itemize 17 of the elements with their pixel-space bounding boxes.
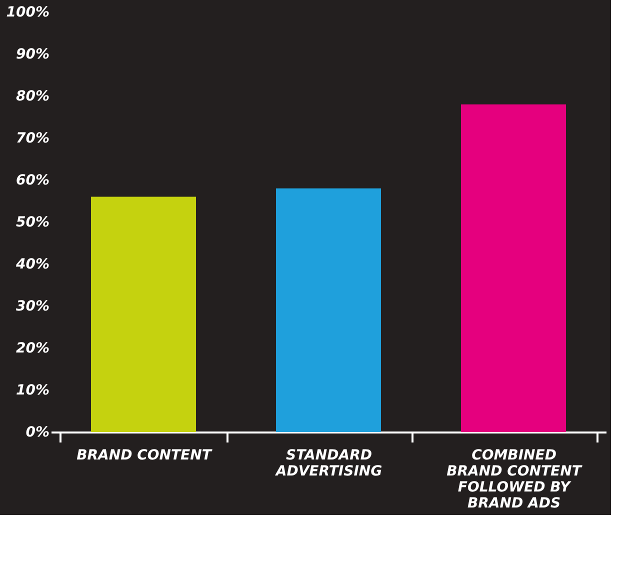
y-tick-label: 70% <box>16 130 50 146</box>
y-tick-label: 0% <box>26 424 50 440</box>
x-tick-label: STANDARD ADVERTISING <box>274 448 382 480</box>
y-tick-label: 20% <box>16 340 50 356</box>
y-tick-label: 100% <box>6 4 50 20</box>
x-tick-label: BRAND CONTENT <box>76 448 213 464</box>
x-tick-label: COMBINED BRAND CONTENT FOLLOWED BY BRAND ADS <box>446 448 583 512</box>
bar <box>276 188 381 432</box>
y-tick-label: 60% <box>16 172 50 188</box>
y-tick-label: 40% <box>14 256 50 272</box>
y-tick-label: 80% <box>16 88 50 104</box>
y-tick-label: 10% <box>16 382 50 398</box>
bar <box>461 104 566 432</box>
y-tick-label: 30% <box>16 298 50 314</box>
y-tick-label: 90% <box>16 46 50 62</box>
bar <box>91 196 196 432</box>
y-tick-label: 50% <box>16 214 50 230</box>
